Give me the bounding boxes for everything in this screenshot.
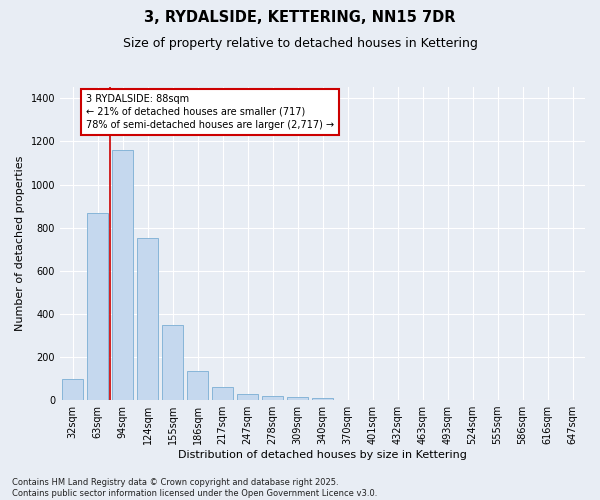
Bar — [187, 371, 208, 400]
Bar — [287, 397, 308, 400]
X-axis label: Distribution of detached houses by size in Kettering: Distribution of detached houses by size … — [178, 450, 467, 460]
Text: Contains HM Land Registry data © Crown copyright and database right 2025.
Contai: Contains HM Land Registry data © Crown c… — [12, 478, 377, 498]
Bar — [62, 378, 83, 400]
Bar — [212, 387, 233, 400]
Bar — [137, 238, 158, 400]
Bar — [162, 324, 183, 400]
Text: 3, RYDALSIDE, KETTERING, NN15 7DR: 3, RYDALSIDE, KETTERING, NN15 7DR — [144, 10, 456, 25]
Bar — [87, 212, 108, 400]
Y-axis label: Number of detached properties: Number of detached properties — [15, 156, 25, 332]
Bar — [312, 398, 333, 400]
Text: Size of property relative to detached houses in Kettering: Size of property relative to detached ho… — [122, 38, 478, 51]
Bar — [237, 394, 258, 400]
Bar — [112, 150, 133, 400]
Bar — [262, 396, 283, 400]
Text: 3 RYDALSIDE: 88sqm
← 21% of detached houses are smaller (717)
78% of semi-detach: 3 RYDALSIDE: 88sqm ← 21% of detached hou… — [86, 94, 334, 130]
